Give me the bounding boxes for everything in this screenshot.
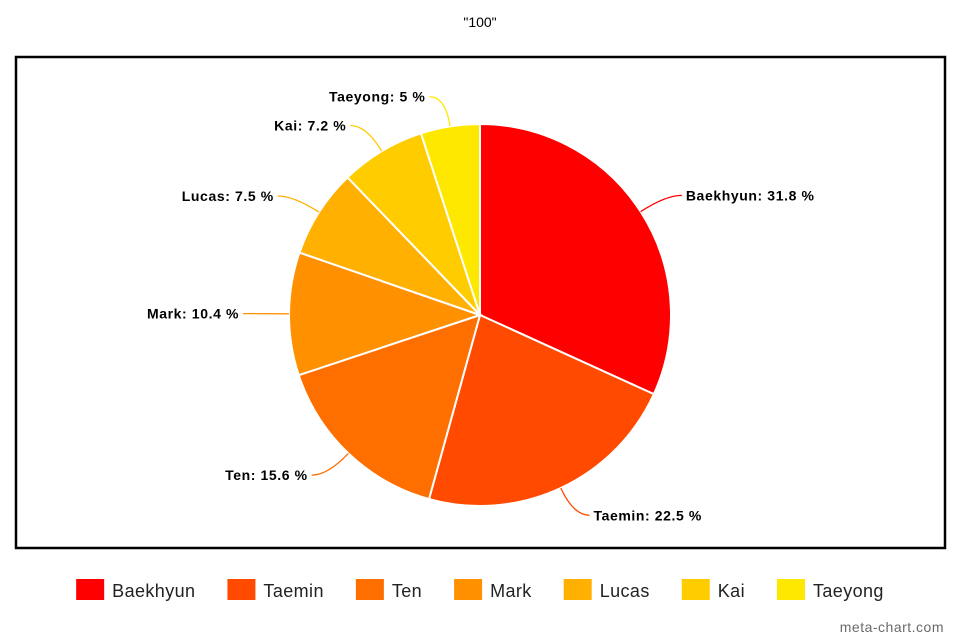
legend-item-mark: Mark <box>454 579 532 601</box>
legend-label-baekhyun: Baekhyun <box>112 581 195 601</box>
slice-label-taeyong: Taeyong: 5 % <box>329 89 425 105</box>
credit-text: meta-chart.com <box>840 619 944 635</box>
legend-label-lucas: Lucas <box>600 581 650 601</box>
legend: Baekhyun Taemin Ten Mark Lucas Kai Taeyong <box>76 579 884 601</box>
pie-slices <box>288 122 672 507</box>
legend-item-taeyong: Taeyong <box>776 579 884 601</box>
legend-label-taemin: Taemin <box>263 581 323 601</box>
legend-swatch-taemin <box>227 579 256 600</box>
legend-item-ten: Ten <box>355 579 422 601</box>
legend-swatch-baekhyun <box>76 579 105 600</box>
slice-label-ten: Ten: 15.6 % <box>225 467 308 483</box>
legend-swatch-taeyong <box>776 579 805 600</box>
legend-item-lucas: Lucas <box>563 579 650 601</box>
legend-label-kai: Kai <box>718 581 745 601</box>
label-connector-ten <box>311 452 349 476</box>
legend-swatch-ten <box>355 579 384 600</box>
slice-label-lucas: Lucas: 7.5 % <box>182 188 274 204</box>
slice-label-taemin: Taemin: 22.5 % <box>593 507 702 523</box>
legend-item-kai: Kai <box>681 579 745 601</box>
chart-title: "100" <box>463 14 496 30</box>
slice-label-kai: Kai: 7.2 % <box>274 117 346 133</box>
label-connector-taeyong <box>429 96 451 127</box>
label-connectors <box>243 96 682 516</box>
slice-label-mark: Mark: 10.4 % <box>147 306 239 322</box>
legend-label-ten: Ten <box>392 581 422 601</box>
slice-label-baekhyun: Baekhyun: 31.8 % <box>686 187 815 203</box>
legend-swatch-lucas <box>563 579 592 600</box>
legend-item-baekhyun: Baekhyun <box>76 579 195 601</box>
legend-item-taemin: Taemin <box>227 579 323 601</box>
legend-swatch-mark <box>454 579 483 600</box>
pie-slice-baekhyun <box>479 122 672 396</box>
label-connector-taemin <box>560 487 590 516</box>
pie-slice-mark <box>288 251 484 377</box>
label-connector-lucas <box>277 195 320 213</box>
label-connector-kai <box>350 124 383 152</box>
label-connector-baekhyun <box>640 194 682 213</box>
legend-label-taeyong: Taeyong <box>813 581 884 601</box>
legend-swatch-kai <box>681 579 710 600</box>
slice-labels: Baekhyun: 31.8 % Taemin: 22.5 % Ten: 15.6 … <box>147 89 815 524</box>
legend-label-mark: Mark <box>490 581 532 601</box>
pie-slice-taemin <box>427 313 656 507</box>
